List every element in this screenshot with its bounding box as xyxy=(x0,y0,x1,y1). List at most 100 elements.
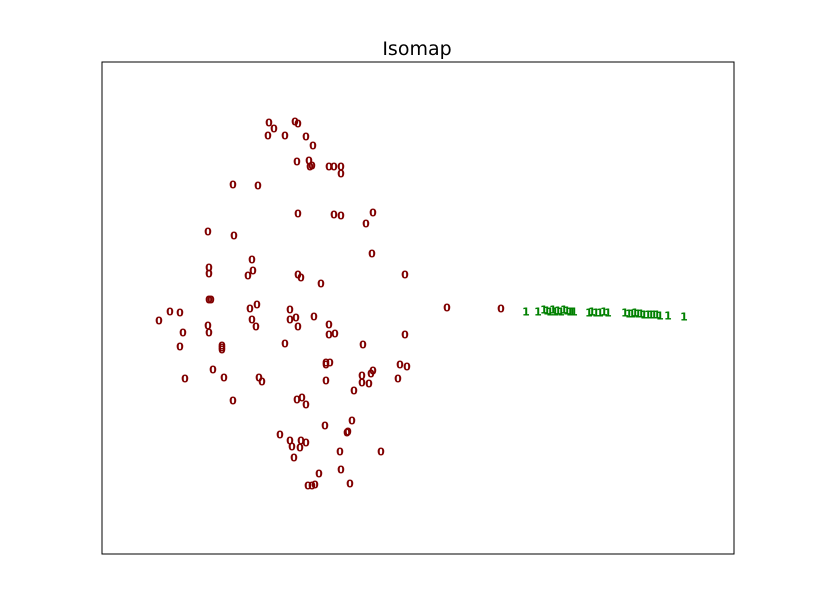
scatter-point-class-0: 0 xyxy=(176,341,184,354)
scatter-point-class-0: 0 xyxy=(322,357,330,370)
scatter-point-class-0: 0 xyxy=(302,437,310,450)
scatter-point-class-0: 0 xyxy=(344,426,352,439)
scatter-point-class-0: 0 xyxy=(315,468,323,481)
scatter-point-class-1: 1 xyxy=(592,307,600,320)
scatter-point-class-0: 0 xyxy=(403,361,411,374)
scatter-point-class-0: 0 xyxy=(293,394,301,407)
scatter-point-class-0: 0 xyxy=(367,368,375,381)
scatter-point-class-1: 1 xyxy=(549,304,557,317)
scatter-point-class-1: 1 xyxy=(640,309,648,322)
scatter-point-class-1: 1 xyxy=(534,306,542,319)
scatter-point-class-0: 0 xyxy=(330,209,338,222)
scatter-point-class-0: 0 xyxy=(155,315,163,328)
scatter-point-class-0: 0 xyxy=(311,479,319,492)
scatter-point-class-0: 0 xyxy=(166,306,174,319)
scatter-point-class-1: 1 xyxy=(600,306,608,319)
scatter-point-class-0: 0 xyxy=(305,155,313,168)
scatter-point-class-0: 0 xyxy=(286,304,294,317)
scatter-point-class-0: 0 xyxy=(286,314,294,327)
scatter-point-class-0: 0 xyxy=(246,303,254,316)
scatter-point-class-0: 0 xyxy=(293,156,301,169)
scatter-point-class-1: 1 xyxy=(664,310,672,323)
scatter-point-class-0: 0 xyxy=(302,399,310,412)
scatter-point-class-1: 1 xyxy=(540,304,548,317)
scatter-point-class-0: 0 xyxy=(288,441,296,454)
scatter-point-class-0: 0 xyxy=(291,116,299,129)
scatter-point-class-1: 1 xyxy=(604,307,612,320)
scatter-point-class-0: 0 xyxy=(443,302,451,315)
scatter-point-class-0: 0 xyxy=(322,359,330,372)
scatter-point-class-1: 1 xyxy=(625,308,633,321)
scatter-point-class-0: 0 xyxy=(204,320,212,333)
scatter-point-class-0: 0 xyxy=(304,480,312,493)
scatter-point-class-0: 0 xyxy=(309,140,317,153)
scatter-point-class-1: 1 xyxy=(551,306,559,319)
scatter-point-class-0: 0 xyxy=(359,339,367,352)
scatter-point-class-0: 0 xyxy=(290,452,298,465)
scatter-point-class-0: 0 xyxy=(337,168,345,181)
scatter-point-class-0: 0 xyxy=(298,392,306,405)
scatter-point-class-1: 1 xyxy=(656,310,664,323)
scatter-point-class-1: 1 xyxy=(570,306,578,319)
scatter-point-class-0: 0 xyxy=(229,395,237,408)
scatter-point-class-0: 0 xyxy=(276,429,284,442)
scatter-point-class-0: 0 xyxy=(249,265,257,278)
scatter-point-class-0: 0 xyxy=(350,385,358,398)
scatter-point-class-0: 0 xyxy=(308,160,316,173)
scatter-point-class-0: 0 xyxy=(321,420,329,433)
scatter-point-class-0: 0 xyxy=(218,340,226,353)
axes-frame xyxy=(101,61,735,555)
scatter-point-class-0: 0 xyxy=(362,218,370,231)
scatter-point-class-0: 0 xyxy=(281,338,289,351)
scatter-point-class-0: 0 xyxy=(255,372,263,385)
scatter-point-class-0: 0 xyxy=(401,329,409,342)
scatter-point-class-0: 0 xyxy=(396,359,404,372)
scatter-point-class-0: 0 xyxy=(325,329,333,342)
scatter-point-class-0: 0 xyxy=(253,299,261,312)
scatter-point-class-1: 1 xyxy=(634,308,642,321)
scatter-point-class-0: 0 xyxy=(220,372,228,385)
scatter-point-class-1: 1 xyxy=(680,311,688,324)
scatter-point-class-0: 0 xyxy=(294,118,302,131)
scatter-point-class-0: 0 xyxy=(218,344,226,357)
scatter-point-class-0: 0 xyxy=(229,179,237,192)
scatter-point-class-0: 0 xyxy=(265,117,273,130)
scatter-point-class-0: 0 xyxy=(281,130,289,143)
scatter-point-class-1: 1 xyxy=(566,306,574,319)
scatter-point-class-0: 0 xyxy=(358,377,366,390)
scatter-point-class-1: 1 xyxy=(543,305,551,318)
scatter-point-class-0: 0 xyxy=(294,321,302,334)
scatter-point-class-0: 0 xyxy=(204,226,212,239)
scatter-point-class-0: 0 xyxy=(348,415,356,428)
scatter-point-class-0: 0 xyxy=(401,269,409,282)
scatter-point-class-1: 1 xyxy=(563,305,571,318)
scatter-point-class-1: 1 xyxy=(522,306,530,319)
scatter-point-class-0: 0 xyxy=(346,478,354,491)
scatter-point-class-0: 0 xyxy=(325,319,333,332)
scatter-point-class-0: 0 xyxy=(297,435,305,448)
scatter-point-class-0: 0 xyxy=(230,230,238,243)
scatter-point-class-0: 0 xyxy=(337,464,345,477)
scatter-point-class-1: 1 xyxy=(621,307,629,320)
scatter-point-class-1: 1 xyxy=(568,306,576,319)
scatter-point-class-0: 0 xyxy=(176,307,184,320)
scatter-point-class-0: 0 xyxy=(317,278,325,291)
scatter-point-class-0: 0 xyxy=(205,268,213,281)
scatter-point-class-0: 0 xyxy=(292,312,300,325)
scatter-point-class-0: 0 xyxy=(377,446,385,459)
scatter-point-class-1: 1 xyxy=(637,308,645,321)
scatter-point-class-0: 0 xyxy=(326,357,334,370)
scatter-point-class-0: 0 xyxy=(325,161,333,174)
scatter-point-class-0: 0 xyxy=(270,123,278,136)
scatter-point-class-0: 0 xyxy=(394,373,402,386)
scatter-point-class-0: 0 xyxy=(252,321,260,334)
scatter-point-class-0: 0 xyxy=(337,210,345,223)
scatter-point-class-0: 0 xyxy=(337,161,345,174)
scatter-point-class-1: 1 xyxy=(628,308,636,321)
scatter-point-class-1: 1 xyxy=(650,309,658,322)
scatter-point-class-0: 0 xyxy=(343,427,351,440)
scatter-point-class-0: 0 xyxy=(369,365,377,378)
